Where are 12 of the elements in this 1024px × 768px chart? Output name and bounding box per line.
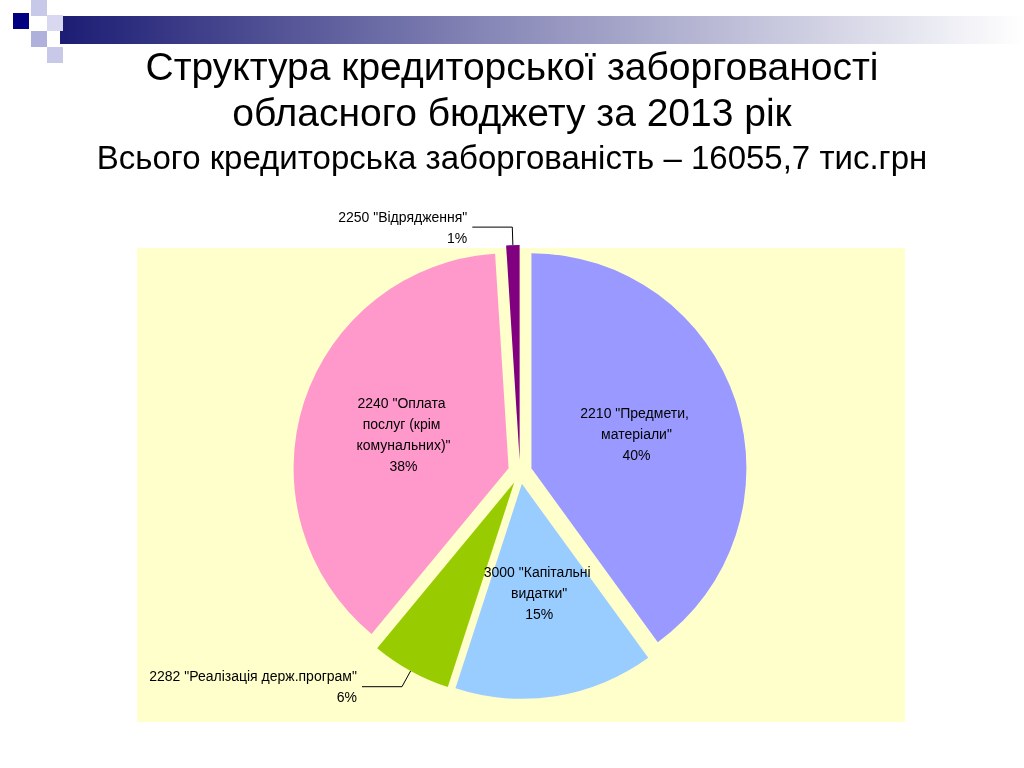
data-label: 38% <box>389 457 418 474</box>
slice-label: 2250 "Відрядження" <box>338 208 468 225</box>
data-label: 1% <box>447 229 468 246</box>
slice-label: 3000 "Капітальні видатки" <box>483 563 595 601</box>
slice-label: 2282 "Реалізація держ.програм" <box>149 668 357 685</box>
data-label: 15% <box>525 605 554 622</box>
chart-subtitle: Всього кредиторська заборгованість – 16055,7 тис.грн <box>95 138 929 178</box>
slice-label: 2210 "Предмети, матеріали" <box>580 405 693 443</box>
data-label: 6% <box>336 689 357 706</box>
chart-title: Структура кредиторської заборгованості обласного бюджету за 2013 рік <box>144 44 880 136</box>
data-label: 40% <box>622 447 651 464</box>
slice-label: 2240 "Оплата послуг (крім комунальних)" <box>356 394 451 453</box>
